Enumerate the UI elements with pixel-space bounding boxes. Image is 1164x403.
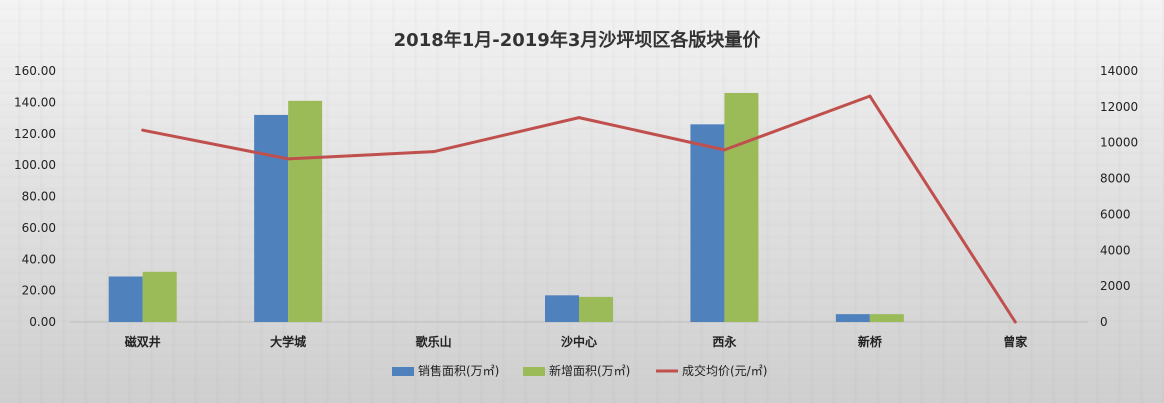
category-label: 大学城 <box>270 334 306 349</box>
legend: 销售面积(万㎡) 新增面积(万㎡) 成交均价(元/㎡) <box>392 363 767 378</box>
category-label: 西永 <box>712 334 736 349</box>
left-axis-tick-label: 100.00 <box>14 158 56 172</box>
bar <box>579 296 613 322</box>
bar <box>142 271 177 322</box>
left-axis-tick-label: 140.00 <box>14 95 56 109</box>
bar <box>690 124 725 323</box>
line-point <box>432 150 436 154</box>
line-point <box>868 94 872 98</box>
line-series-group <box>141 94 1017 324</box>
right-axis-tick-label: 10000 <box>1100 136 1138 150</box>
left-axis-tick-label: 0.00 <box>29 315 56 329</box>
bar <box>724 92 759 323</box>
legend-swatch <box>523 367 545 376</box>
left-axis-tick-label: 120.00 <box>14 127 56 141</box>
line-point <box>577 116 581 120</box>
legend-label: 成交均价(元/㎡) <box>682 363 767 378</box>
right-axis-tick-label: 12000 <box>1100 100 1138 114</box>
right-axis-tick-label: 6000 <box>1100 207 1131 221</box>
left-axis-tick-label: 20.00 <box>22 284 56 298</box>
bar <box>108 276 143 322</box>
right-axis-tick-label: 4000 <box>1100 243 1131 257</box>
legend-label: 销售面积(万㎡) <box>418 363 499 378</box>
right-axis-tick-label: 14000 <box>1100 64 1138 78</box>
category-label: 新桥 <box>858 334 883 349</box>
left-axis: 0.00 20.00 40.00 60.00 80.00 100.00 120.00 140.… <box>14 64 56 329</box>
line-point <box>286 157 290 161</box>
chart-title: 2018年1月-2019年3月沙坪坝区各版块量价 <box>394 29 762 51</box>
line-point <box>1013 320 1017 324</box>
left-axis-tick-label: 160.00 <box>14 64 56 78</box>
bar <box>835 314 870 322</box>
right-axis: 0 2000 4000 6000 8000 10000 12000 14000 <box>1100 64 1138 329</box>
right-axis-tick-label: 0 <box>1100 315 1108 329</box>
left-axis-tick-label: 60.00 <box>22 221 56 235</box>
category-label: 磁双井 <box>124 334 161 349</box>
bar <box>869 314 904 322</box>
line-point <box>722 148 726 152</box>
category-labels: 磁双井 大学城 歌乐山 沙中心 西永 新桥 曾家 <box>124 334 1029 349</box>
legend-swatch <box>392 367 414 376</box>
bar <box>254 114 289 322</box>
line-point <box>141 128 145 132</box>
category-label: 曾家 <box>1003 334 1028 349</box>
right-axis-tick-label: 2000 <box>1100 279 1131 293</box>
bars-group <box>108 92 904 323</box>
category-label: 沙中心 <box>561 334 597 349</box>
bar <box>545 295 579 322</box>
category-label: 歌乐山 <box>416 334 452 349</box>
left-axis-tick-label: 80.00 <box>22 190 56 204</box>
left-axis-tick-label: 40.00 <box>22 252 56 266</box>
bar <box>288 100 323 323</box>
right-axis-tick-label: 8000 <box>1100 172 1131 186</box>
legend-label: 新增面积(万㎡) <box>549 363 630 378</box>
